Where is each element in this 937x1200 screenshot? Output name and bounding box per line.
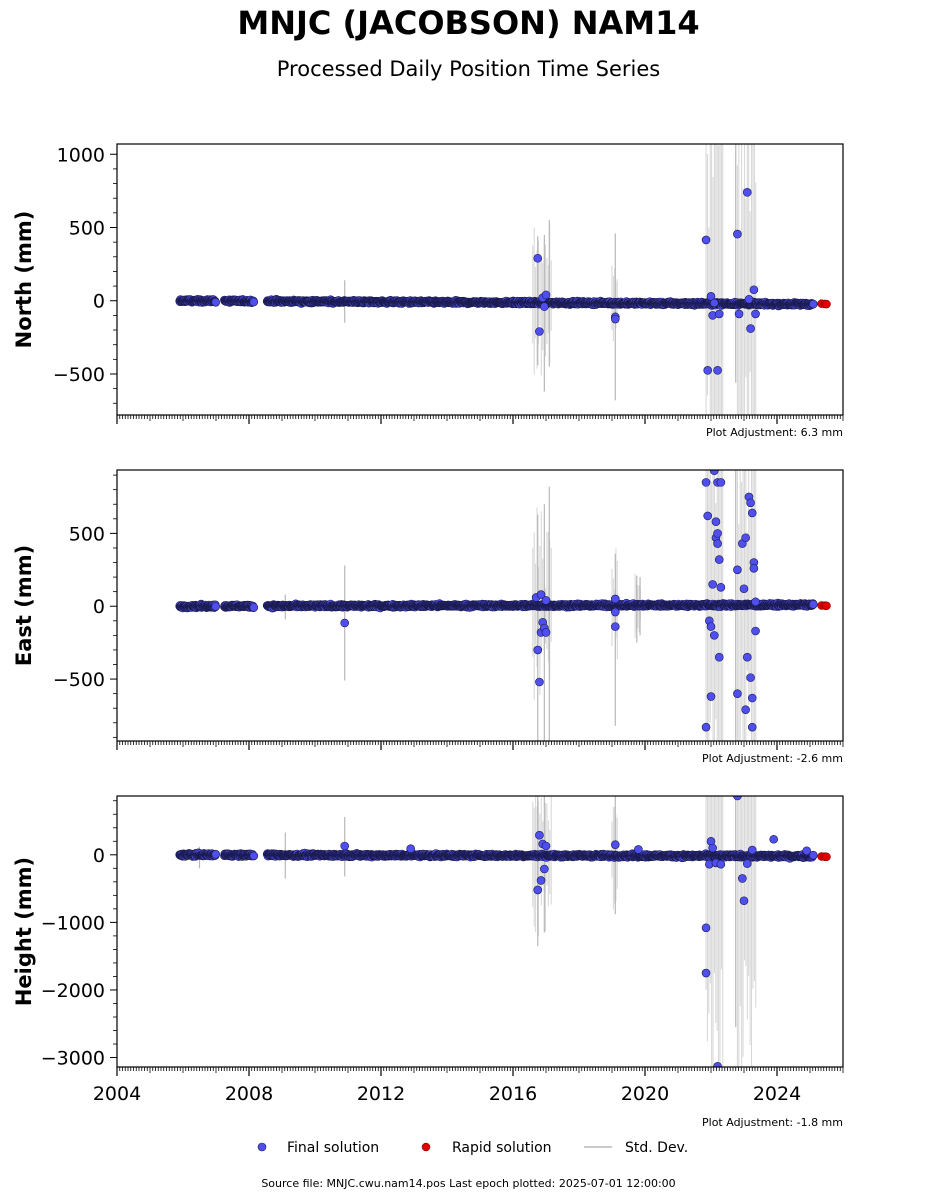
final-solution-point <box>741 533 750 543</box>
y-tick-label: 500 <box>69 217 105 239</box>
chart-subtitle: Processed Daily Position Time Series <box>276 57 661 81</box>
final-solution-point <box>714 309 724 319</box>
final-solution-point <box>249 851 259 861</box>
final-solution-point <box>710 470 719 476</box>
rapid-solution-point <box>822 299 831 309</box>
final-solution-point <box>734 309 744 319</box>
final-solution-point <box>211 602 220 611</box>
final-solution-point <box>716 582 726 592</box>
final-solution-point <box>733 565 742 575</box>
final-solution-point <box>709 298 719 308</box>
final-solution-point <box>746 673 755 682</box>
final-solution-point <box>713 539 722 548</box>
plot-adjustment-note: Plot Adjustment: -2.6 mm <box>702 752 843 765</box>
final-solution-point <box>714 555 724 564</box>
final-solution-point <box>808 299 818 309</box>
panel-plot-area <box>175 796 831 1067</box>
y-tick-label: 1000 <box>57 144 105 166</box>
panel-plot-area <box>175 144 831 415</box>
final-solution-point <box>747 508 757 518</box>
panel-2 <box>110 469 844 750</box>
plot-adjustment-note: Plot Adjustment: 6.3 mm <box>706 426 843 439</box>
final-solution-point <box>533 645 543 655</box>
final-solution-point <box>701 478 711 487</box>
final-solution-point <box>716 478 726 487</box>
final-solution-point <box>541 596 551 605</box>
final-solution-point <box>540 302 549 311</box>
final-solution-point <box>733 229 742 239</box>
y-tick-label: 0 <box>93 291 105 313</box>
final-solution-point <box>706 692 716 701</box>
final-solution-point <box>249 297 259 307</box>
final-solution-point <box>742 652 752 662</box>
panel-plot-area <box>175 470 831 741</box>
final-solution-point <box>211 849 220 859</box>
final-solution-point <box>751 309 760 319</box>
final-solution-point <box>533 253 543 263</box>
final-solution-point <box>746 498 755 508</box>
panel-3 <box>110 795 844 1076</box>
chart-title: MNJC (JACOBSON) NAM14 <box>237 4 700 42</box>
final-solution-point <box>535 677 544 687</box>
final-solution-point <box>747 722 757 732</box>
y-tick-label: 500 <box>69 523 105 545</box>
panel-frame <box>116 143 844 416</box>
final-solution-point <box>713 529 722 538</box>
final-solution-point <box>749 285 759 295</box>
final-solution-point <box>746 324 755 333</box>
final-solution-point <box>751 597 760 607</box>
final-solution-point <box>701 235 711 245</box>
y-axis-label: North (mm) <box>12 211 36 349</box>
final-solution-point <box>703 366 713 375</box>
final-solution-point <box>749 564 759 573</box>
final-solution-point <box>739 584 749 594</box>
final-solution-point <box>744 294 754 304</box>
final-solution-point <box>742 188 752 197</box>
final-solution-point <box>610 607 620 617</box>
y-tick-label: −500 <box>53 669 105 691</box>
y-tick-label: 0 <box>93 596 105 618</box>
final-solution-point <box>747 693 757 703</box>
final-solution-point <box>709 631 719 640</box>
final-solution-point <box>211 297 220 307</box>
final-solution-point <box>249 603 259 612</box>
final-solution-point <box>340 618 350 628</box>
final-solution-point <box>541 290 551 300</box>
final-solution-point <box>808 600 818 609</box>
final-solution-point <box>703 511 713 521</box>
final-solution-point <box>733 689 742 698</box>
final-solution-point <box>708 580 717 589</box>
final-solution-point <box>610 622 620 631</box>
final-solution-point <box>535 327 544 336</box>
y-axis-label: East (mm) <box>12 545 36 666</box>
rapid-solution-point <box>822 601 831 611</box>
final-solution-point <box>711 517 721 527</box>
final-solution-point <box>741 705 750 714</box>
final-solution-point <box>706 622 716 631</box>
final-solution-point <box>714 652 724 662</box>
final-solution-point <box>701 722 711 732</box>
final-solution-point <box>751 626 760 636</box>
y-tick-label: −500 <box>53 364 105 386</box>
final-solution-point <box>713 366 722 375</box>
final-solution-point <box>610 594 620 604</box>
final-solution-point <box>541 628 551 637</box>
panel-1 <box>110 143 844 424</box>
final-solution-point <box>610 314 620 324</box>
